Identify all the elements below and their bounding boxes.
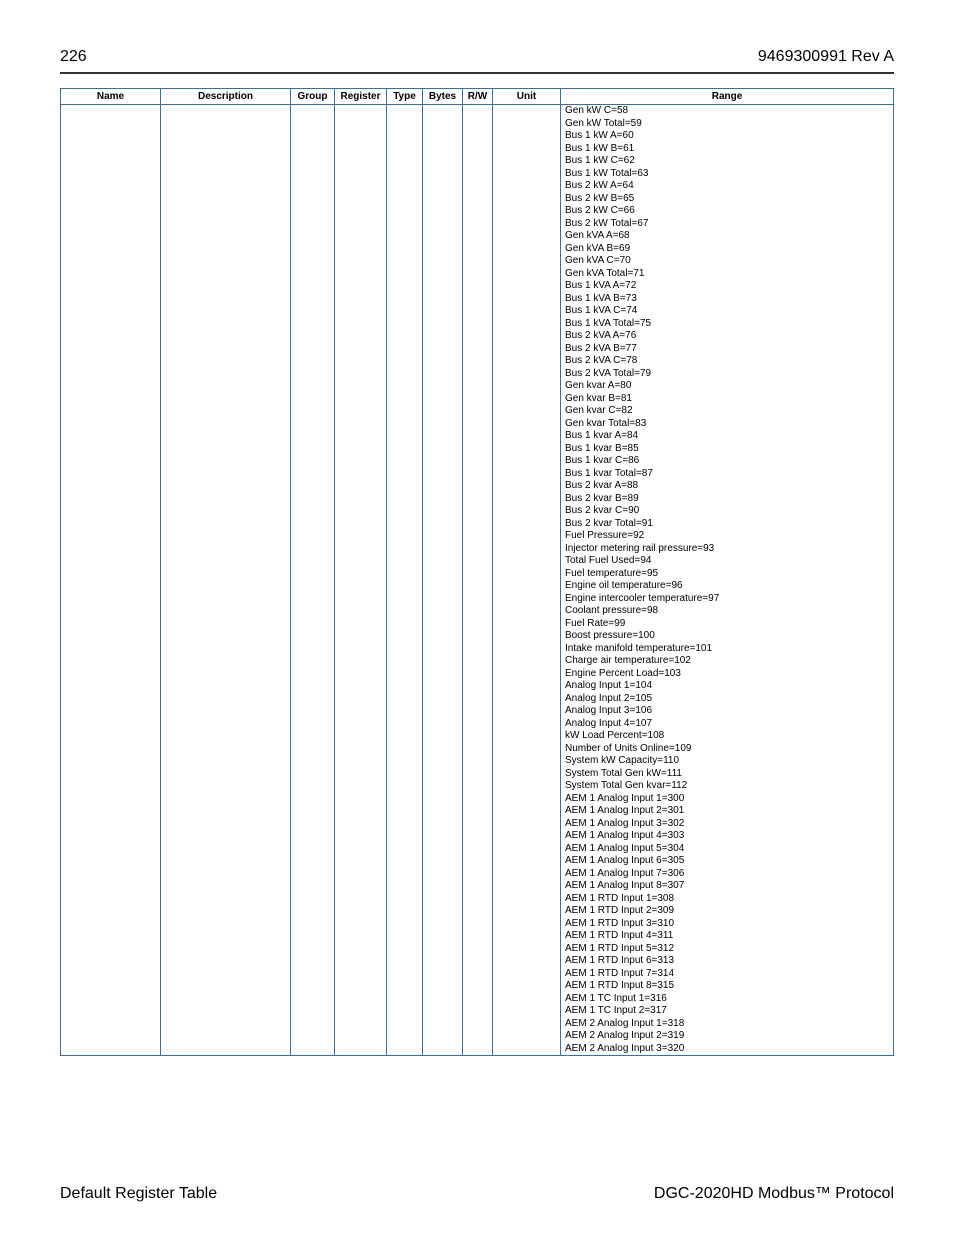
cell-description: [161, 105, 291, 1056]
cell-type: [387, 105, 423, 1056]
document-id: 9469300991 Rev A: [758, 48, 894, 66]
col-unit: Unit: [493, 89, 561, 105]
col-name: Name: [61, 89, 161, 105]
col-type: Type: [387, 89, 423, 105]
col-bytes: Bytes: [423, 89, 463, 105]
footer-right: DGC-2020HD Modbus™ Protocol: [654, 1185, 894, 1203]
register-table: Name Description Group Register Type Byt…: [60, 88, 894, 1056]
col-description: Description: [161, 89, 291, 105]
cell-range: Gen kW C=58Gen kW Total=59Bus 1 kW A=60B…: [561, 105, 894, 1056]
cell-group: [291, 105, 335, 1056]
cell-rw: [463, 105, 493, 1056]
page-header: 226 9469300991 Rev A: [60, 48, 894, 74]
cell-register: [335, 105, 387, 1056]
cell-unit: [493, 105, 561, 1056]
page-footer: Default Register Table DGC-2020HD Modbus…: [60, 1185, 894, 1203]
table-header-row: Name Description Group Register Type Byt…: [61, 89, 894, 105]
footer-left: Default Register Table: [60, 1185, 217, 1203]
col-register: Register: [335, 89, 387, 105]
cell-bytes: [423, 105, 463, 1056]
col-range: Range: [561, 89, 894, 105]
page-number: 226: [60, 48, 87, 66]
table-row: Gen kW C=58Gen kW Total=59Bus 1 kW A=60B…: [61, 105, 894, 1056]
cell-name: [61, 105, 161, 1056]
document-page: 226 9469300991 Rev A Name Description Gr…: [0, 0, 954, 1235]
col-group: Group: [291, 89, 335, 105]
col-rw: R/W: [463, 89, 493, 105]
